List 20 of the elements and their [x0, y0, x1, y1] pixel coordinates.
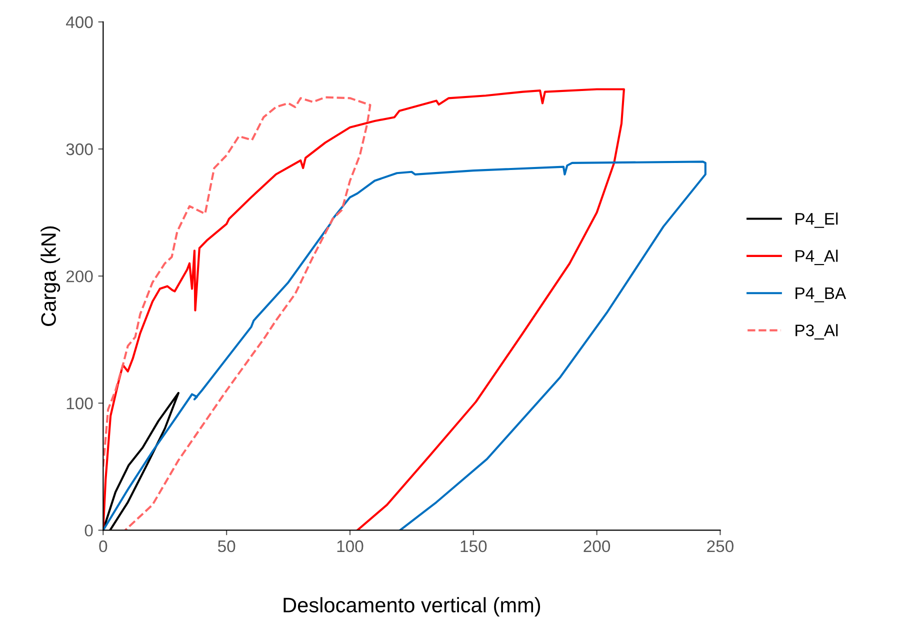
legend-label: P4_BA [796, 288, 846, 302]
legend-label: P4_El [796, 212, 838, 228]
legend-label: P3_Al [796, 324, 838, 340]
x-tick-label: 200 [584, 540, 610, 552]
line-series [103, 88, 626, 530]
x-tick-label: 50 [218, 540, 236, 552]
x-axis-title: Deslocamento vertical (mm) [284, 597, 540, 617]
y-tick-label: 200 [66, 270, 93, 282]
y-tick-label: 400 [66, 16, 93, 28]
line-series [103, 96, 372, 530]
y-tick-label: 0 [84, 524, 93, 536]
y-tick-label: 100 [66, 398, 93, 410]
line-series [103, 160, 706, 530]
y-axis-title: Carga (kN) [40, 226, 60, 326]
x-tick-label: 0 [99, 540, 108, 552]
x-tick-label: 100 [337, 540, 364, 552]
x-tick-label: 150 [460, 540, 487, 552]
legend-label: P4_Al [796, 250, 838, 266]
x-tick-label: 250 [707, 540, 734, 552]
y-tick-label: 300 [66, 143, 93, 156]
